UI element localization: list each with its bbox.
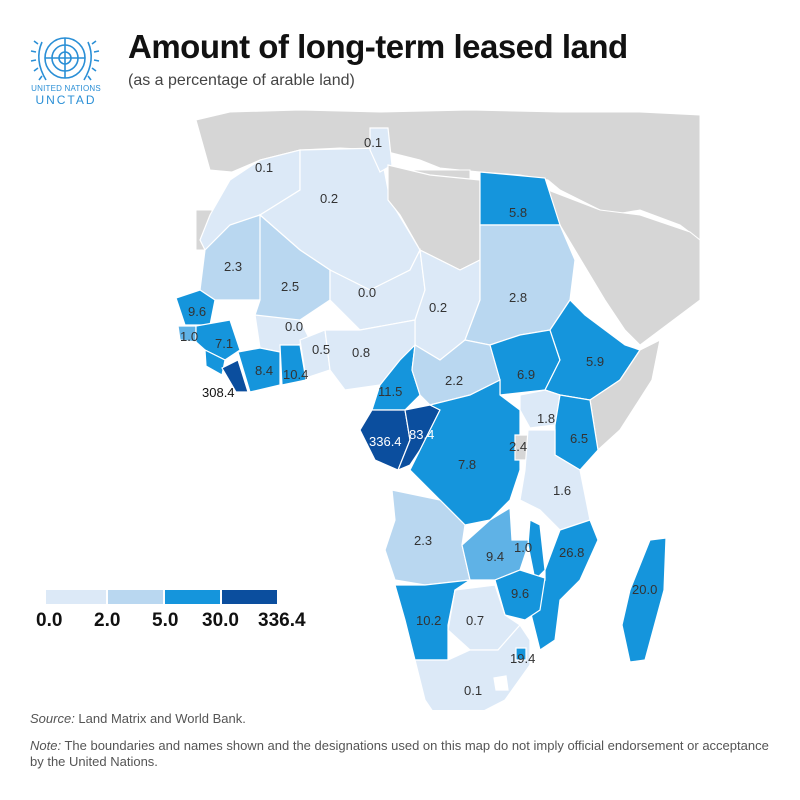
note-text: The boundaries and names shown and the d… (30, 738, 769, 769)
region-value: 0.8 (352, 345, 370, 360)
region-mozambique (529, 519, 599, 651)
region-value: 20.0 (632, 582, 657, 597)
region-value: 2.4 (509, 439, 527, 454)
page-title: Amount of long-term leased land (128, 28, 628, 65)
region-value: 0.2 (429, 300, 447, 315)
region-value: 0.2 (320, 191, 338, 206)
source-note: Source: Land Matrix and World Bank. (30, 711, 246, 726)
legend-swatch (108, 590, 163, 604)
region-value: 5.8 (509, 205, 527, 220)
region-value: 0.1 (364, 135, 382, 150)
region-value: 1.0 (180, 329, 198, 344)
source-label: Source: (30, 711, 75, 726)
region-value: 1.0 (514, 540, 532, 555)
region-value: 9.4 (486, 549, 504, 564)
region-malawi (527, 519, 546, 582)
region-ghana (279, 344, 307, 386)
note-label: Note: (30, 738, 62, 753)
page-subtitle: (as a percentage of arable land) (128, 72, 355, 89)
region-value: 7.1 (215, 336, 233, 351)
source-text: Land Matrix and World Bank. (74, 711, 246, 726)
region-namibia (394, 579, 471, 661)
region-value: 10.2 (416, 613, 441, 628)
legend-label: 0.0 (36, 610, 63, 631)
region-value: 2.2 (445, 373, 463, 388)
region-value: 8.4 (255, 363, 273, 378)
region-liberia (221, 359, 249, 393)
africa-map: 0.1 0.1 0.2 5.8 2.3 2.5 0.0 0.2 2.8 9.6 … (175, 109, 701, 710)
region-value: 6.9 (517, 367, 535, 382)
region-value: 2.8 (509, 290, 527, 305)
legend-label: 30.0 (202, 610, 239, 631)
region-value: 9.6 (511, 586, 529, 601)
region-value: 2.3 (224, 259, 242, 274)
region-value: 0.0 (358, 285, 376, 300)
region-value: 1.6 (553, 483, 571, 498)
region-value: 0.1 (255, 160, 273, 175)
region-somalia (589, 338, 661, 452)
logo-line2: UNCTAD (35, 93, 97, 107)
logo-line1: UNITED NATIONS (31, 84, 101, 93)
region-value: 19.4 (510, 651, 535, 666)
region-value: 10.4 (283, 367, 308, 382)
region-value: 2.5 (281, 279, 299, 294)
legend-swatch (222, 590, 277, 604)
region-lesotho (493, 675, 509, 691)
region-value: 9.6 (188, 304, 206, 319)
region-madagascar (621, 537, 667, 663)
legend-label: 5.0 (152, 610, 179, 631)
region-value: 308.4 (202, 385, 235, 400)
region-value: 5.9 (586, 354, 604, 369)
region-tunisia (369, 127, 393, 173)
region-value: 0.1 (464, 683, 482, 698)
region-eswatini (515, 647, 527, 661)
region-senegal (175, 289, 216, 326)
africa-regions (175, 127, 667, 710)
legend-swatch (165, 590, 220, 604)
region-drc (409, 379, 521, 526)
legend-swatch (46, 590, 106, 604)
region-value: 1.8 (537, 411, 555, 426)
legend-label: 336.4 (258, 610, 306, 631)
region-value: 6.5 (570, 431, 588, 446)
region-cote-divoire (237, 347, 281, 393)
region-value: 0.7 (466, 613, 484, 628)
region-value: 0.0 (285, 319, 303, 334)
un-emblem-icon (30, 37, 100, 81)
region-value: 336.4 (369, 434, 402, 449)
region-value: 83.4 (409, 427, 434, 442)
region-sierra-leone (204, 348, 226, 376)
region-value: 2.3 (414, 533, 432, 548)
region-value: 7.8 (458, 457, 476, 472)
region-value-labels: 0.1 0.1 0.2 5.8 2.3 2.5 0.0 0.2 2.8 9.6 … (180, 135, 657, 698)
disclaimer-note: Note: The boundaries and names shown and… (30, 738, 770, 770)
region-value: 26.8 (559, 545, 584, 560)
region-value: 0.5 (312, 342, 330, 357)
legend-label: 2.0 (94, 610, 121, 631)
region-value: 11.5 (378, 384, 402, 399)
